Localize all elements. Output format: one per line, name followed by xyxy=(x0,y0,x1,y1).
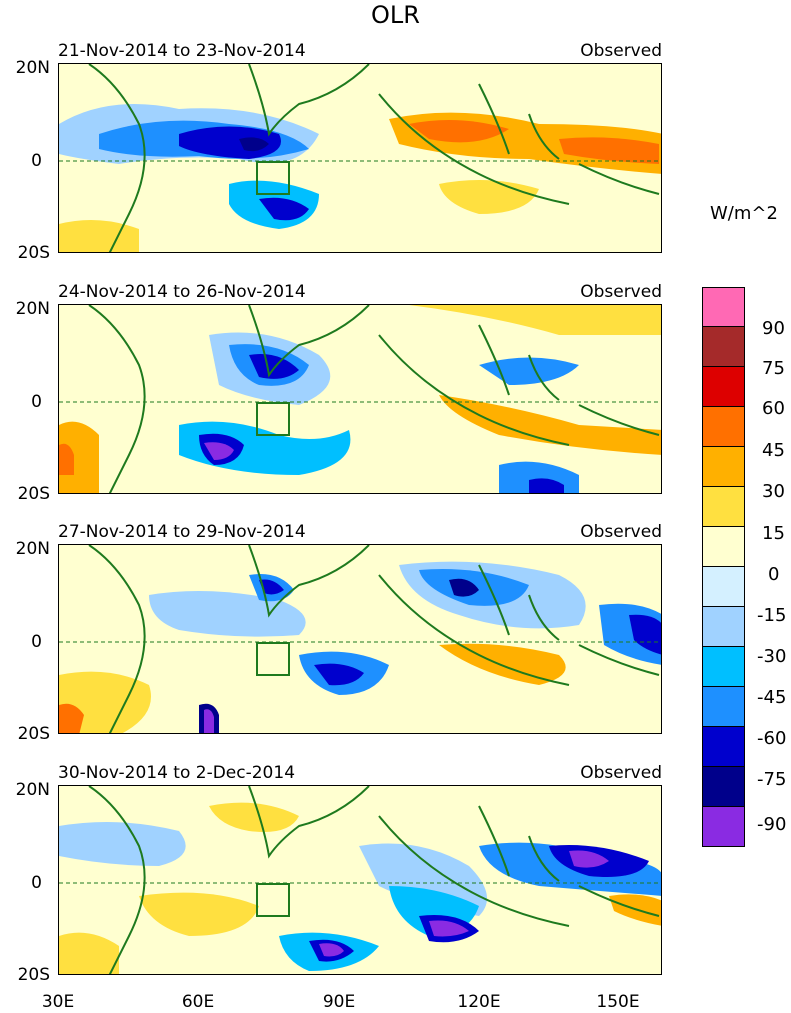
colorbar-label: 30 xyxy=(762,481,785,502)
y-label-20n: 20N xyxy=(15,299,50,319)
map-panel-4: 30-Nov-2014 to 2-Dec-2014 Observed 20N 0… xyxy=(0,760,700,1010)
y-label-0: 0 xyxy=(31,392,42,412)
colorbar-label: 45 xyxy=(762,440,785,461)
panel-type: Observed xyxy=(580,41,662,61)
y-label-20s: 20S xyxy=(17,724,50,744)
map-panel-3: 27-Nov-2014 to 29-Nov-2014 Observed 20N … xyxy=(0,519,700,769)
olr-map xyxy=(58,544,662,734)
colorbar-swatch xyxy=(702,607,745,647)
y-label-20s: 20S xyxy=(17,243,50,263)
y-label-0: 0 xyxy=(31,873,42,893)
colorbar-swatch xyxy=(702,767,745,807)
map-panel-1: 21-Nov-2014 to 23-Nov-2014 Observed 20N … xyxy=(0,38,700,288)
x-label-60e: 60E xyxy=(181,992,215,1012)
olr-map xyxy=(58,63,662,253)
x-axis: 30E 60E 90E 120E 150E xyxy=(0,992,700,1012)
figure-title: OLR xyxy=(371,1,420,29)
colorbar-label: 75 xyxy=(762,358,785,379)
colorbar-label: -45 xyxy=(757,687,787,708)
y-label-20n: 20N xyxy=(15,539,50,559)
colorbar-label: 60 xyxy=(762,398,785,419)
y-label-0: 0 xyxy=(31,151,42,171)
units-label: W/m^2 xyxy=(710,203,778,224)
panel-type: Observed xyxy=(580,763,662,783)
panel-period: 21-Nov-2014 to 23-Nov-2014 xyxy=(58,41,306,61)
colorbar-label: -15 xyxy=(757,605,787,626)
x-label-150e: 150E xyxy=(596,992,640,1012)
colorbar-swatch xyxy=(702,407,745,447)
colorbar-swatch xyxy=(702,567,745,607)
colorbar-label: -30 xyxy=(757,646,787,667)
colorbar-swatch xyxy=(702,727,745,767)
panel-period: 27-Nov-2014 to 29-Nov-2014 xyxy=(58,522,306,542)
x-label-90e: 90E xyxy=(322,992,356,1012)
panel-type: Observed xyxy=(580,522,662,542)
colorbar-label: 90 xyxy=(762,318,785,339)
colorbar-swatch xyxy=(702,327,745,367)
panel-period: 24-Nov-2014 to 26-Nov-2014 xyxy=(58,282,306,302)
colorbar-swatch xyxy=(702,807,745,847)
panel-period: 30-Nov-2014 to 2-Dec-2014 xyxy=(58,763,296,783)
panel-type: Observed xyxy=(580,282,662,302)
y-label-20n: 20N xyxy=(15,780,50,800)
y-label-20n: 20N xyxy=(15,58,50,78)
colorbar-label: -75 xyxy=(757,769,787,790)
colorbar-swatch xyxy=(702,687,745,727)
olr-map xyxy=(58,304,662,494)
colorbar-swatch xyxy=(702,287,745,327)
map-panel-2: 24-Nov-2014 to 26-Nov-2014 Observed 20N … xyxy=(0,279,700,529)
colorbar-label: -60 xyxy=(757,728,787,749)
colorbar-label: -90 xyxy=(757,814,787,835)
olr-map xyxy=(58,785,662,975)
colorbar-label: 0 xyxy=(768,564,780,585)
colorbar-swatch xyxy=(702,647,745,687)
colorbar-swatch xyxy=(702,447,745,487)
y-label-20s: 20S xyxy=(17,484,50,504)
colorbar-swatch xyxy=(702,367,745,407)
x-label-30e: 30E xyxy=(41,992,75,1012)
colorbar-label: 15 xyxy=(762,523,785,544)
colorbar-swatch xyxy=(702,487,745,527)
y-label-20s: 20S xyxy=(17,965,50,985)
y-label-0: 0 xyxy=(31,632,42,652)
colorbar-swatch xyxy=(702,527,745,567)
x-label-120e: 120E xyxy=(457,992,501,1012)
colorbar xyxy=(702,287,745,847)
